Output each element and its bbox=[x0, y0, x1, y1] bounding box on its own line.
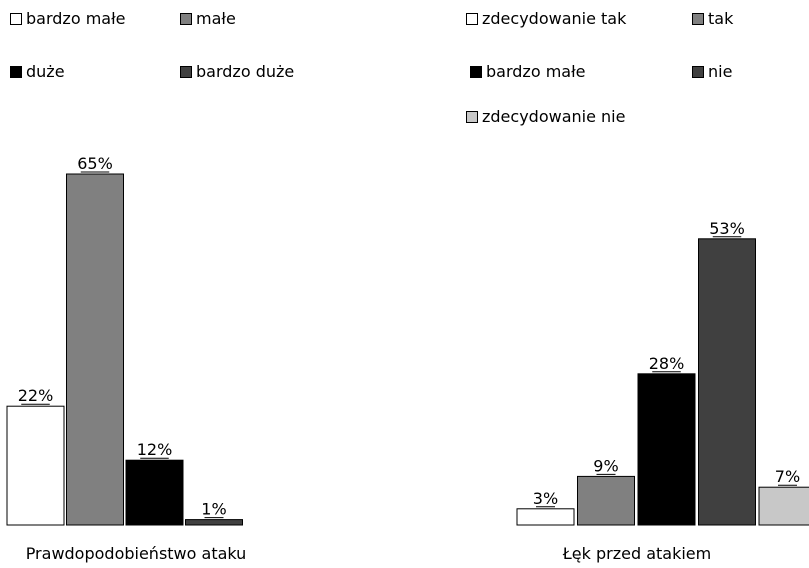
legend-swatch bbox=[466, 13, 478, 25]
data-label: 53% bbox=[709, 219, 745, 238]
data-label: 9% bbox=[593, 456, 618, 475]
data-label: 3% bbox=[533, 489, 558, 508]
data-label: 22% bbox=[18, 386, 54, 405]
legend-item-male: małe bbox=[180, 10, 236, 28]
legend-swatch bbox=[10, 13, 22, 25]
data-label: 12% bbox=[137, 440, 173, 459]
bar-2-zdecydowanie-tak bbox=[516, 508, 575, 526]
legend-item-bardzo-male-2: bardzo małe bbox=[470, 63, 585, 81]
legend-swatch bbox=[180, 66, 192, 78]
legend-item-zdecydowanie-nie: zdecydowanie nie bbox=[466, 108, 625, 126]
bar-1-male bbox=[66, 173, 124, 526]
legend-item-tak: tak bbox=[692, 10, 733, 28]
bar-2-bardzo-male bbox=[637, 373, 696, 526]
legend-swatch bbox=[466, 111, 478, 123]
bar-1-bardzo-male bbox=[6, 405, 65, 526]
bar-2-zdecydowanie-nie bbox=[758, 486, 809, 526]
legend-swatch bbox=[470, 66, 482, 78]
legend-item-bardzo-duze: bardzo duże bbox=[180, 63, 294, 81]
bar-1-duze bbox=[125, 459, 184, 526]
legend-label: zdecydowanie nie bbox=[482, 107, 626, 126]
bar-2-tak bbox=[577, 475, 635, 526]
legend-label: nie bbox=[708, 62, 733, 81]
legend-label: bardzo małe bbox=[26, 9, 126, 28]
x-axis-label: Prawdopodobieństwo ataku bbox=[26, 544, 247, 563]
legend-label: duże bbox=[26, 62, 65, 81]
legend-swatch bbox=[180, 13, 192, 25]
bar-2-nie bbox=[698, 238, 756, 526]
legend-label: zdecydowanie tak bbox=[482, 9, 627, 28]
data-label: 65% bbox=[77, 154, 113, 173]
legend-swatch bbox=[692, 66, 704, 78]
bar-1-bardzo-duze bbox=[185, 519, 243, 526]
data-label: 7% bbox=[775, 467, 800, 486]
legend-item-zdecydowanie-tak: zdecydowanie tak bbox=[466, 10, 626, 28]
legend-item-bardzo-male-1: bardzo małe bbox=[10, 10, 125, 28]
legend-swatch bbox=[10, 66, 22, 78]
legend-label: bardzo małe bbox=[486, 62, 586, 81]
legend-swatch bbox=[692, 13, 704, 25]
legend-label: tak bbox=[708, 9, 734, 28]
legend-item-duze: duże bbox=[10, 63, 65, 81]
x-axis-label: Łęk przed atakiem bbox=[562, 544, 711, 563]
legend-label: bardzo duże bbox=[196, 62, 295, 81]
data-label: 1% bbox=[201, 500, 226, 519]
legend-item-nie: nie bbox=[692, 63, 732, 81]
legend-label: małe bbox=[196, 9, 236, 28]
data-label: 28% bbox=[649, 354, 685, 373]
